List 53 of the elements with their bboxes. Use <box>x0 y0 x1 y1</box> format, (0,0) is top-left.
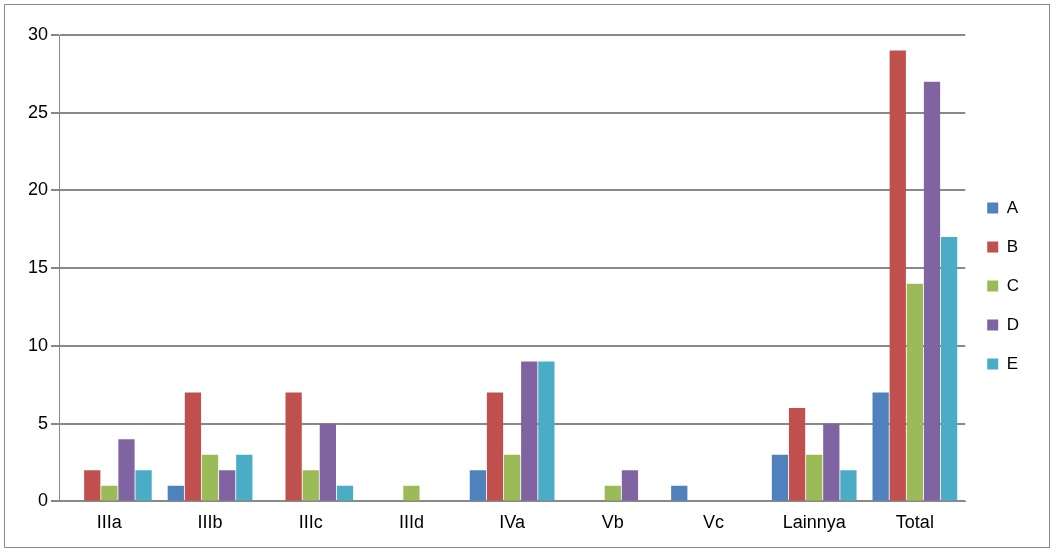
bar <box>806 454 823 501</box>
y-tick-label: 15 <box>27 257 49 278</box>
bar <box>201 454 219 501</box>
bar <box>486 392 504 501</box>
bar <box>84 470 101 501</box>
legend-label: E <box>1006 353 1019 373</box>
bar <box>771 454 789 501</box>
y-tick-label: 30 <box>27 23 49 44</box>
bar <box>671 485 688 501</box>
x-tick-label: Vc <box>702 512 725 533</box>
bar <box>823 423 840 501</box>
bar <box>135 470 152 501</box>
bar <box>923 81 941 501</box>
bar <box>319 423 336 501</box>
x-tick-label: IIIb <box>197 512 223 533</box>
x-tick-label: IVa <box>499 512 526 533</box>
bar <box>840 470 857 501</box>
bar <box>889 50 906 501</box>
bar <box>236 454 253 501</box>
bar <box>219 470 236 501</box>
legend-label: D <box>1006 314 1019 334</box>
bar <box>285 392 302 501</box>
bar <box>538 361 555 501</box>
bar <box>469 470 487 501</box>
bar <box>788 408 806 501</box>
x-tick-label: Total <box>895 512 934 533</box>
bar <box>118 439 135 501</box>
legend-label: C <box>1006 275 1019 295</box>
bar <box>167 485 184 501</box>
bar <box>872 392 889 501</box>
bar <box>621 470 639 501</box>
bar <box>101 485 118 501</box>
bar <box>302 470 319 501</box>
legend-label: A <box>1006 197 1019 217</box>
legend-label: B <box>1006 236 1019 256</box>
x-tick-label: IIIa <box>96 512 123 533</box>
y-tick-label: 5 <box>38 412 49 433</box>
x-tick-label: IIIc <box>298 512 323 533</box>
x-tick-label: Vb <box>601 512 624 533</box>
y-tick-label: 10 <box>27 334 49 355</box>
bar <box>403 485 420 501</box>
x-tick-label: IIId <box>398 512 424 533</box>
bar <box>503 454 521 501</box>
bar <box>604 485 621 501</box>
bar <box>940 237 958 501</box>
bar <box>521 361 538 501</box>
y-tick-label: 25 <box>27 101 49 122</box>
bar <box>906 283 924 501</box>
x-tick-label: Lainnya <box>782 512 847 533</box>
bar <box>184 392 202 501</box>
y-tick-label: 0 <box>38 490 49 511</box>
bar <box>336 485 354 501</box>
y-tick-label: 20 <box>27 179 49 200</box>
